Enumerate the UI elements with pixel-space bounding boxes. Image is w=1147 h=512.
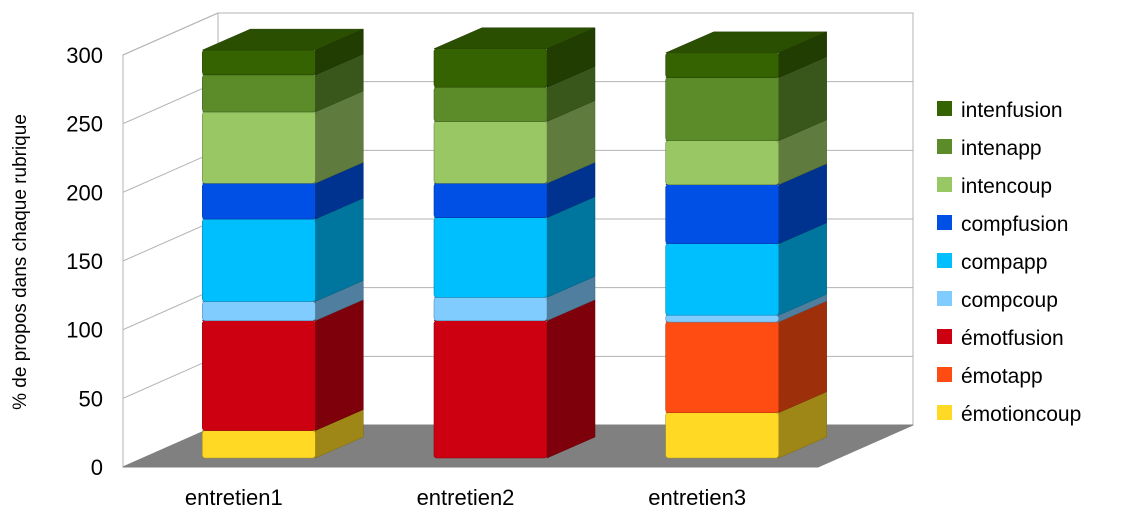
bar-segment xyxy=(433,27,596,88)
legend-swatch-intencoup xyxy=(937,177,952,192)
legend-swatch-émotapp xyxy=(937,367,952,382)
y-tick-label: 150 xyxy=(66,249,103,274)
legend-label-intencoup: intencoup xyxy=(961,175,1052,198)
y-axis-ticks: 0 50 100 150 200 250 300 xyxy=(66,43,103,480)
y-tick-label: 250 xyxy=(66,112,103,137)
bar-émotioncoup-entretien1 xyxy=(202,430,316,459)
legend-label-émotapp: émotapp xyxy=(961,365,1043,388)
bar-compcoup-entretien1 xyxy=(202,301,316,321)
legend-swatch-compfusion xyxy=(937,215,952,230)
bar-intenapp-entretien3 xyxy=(665,77,779,142)
bar-stack-entretien1 xyxy=(202,28,364,459)
legend-label-émotfusion: émotfusion xyxy=(961,327,1064,350)
legend-swatch-compcoup xyxy=(937,291,952,306)
bar-intenapp-entretien1 xyxy=(202,74,316,113)
bar-intenapp-entretien2 xyxy=(433,86,548,122)
bars xyxy=(202,27,827,459)
bar-compfusion-entretien2 xyxy=(433,183,548,218)
bar-compfusion-entretien3 xyxy=(665,184,779,245)
legend-swatch-émotioncoup xyxy=(937,405,952,420)
legend-label-intenfusion: intenfusion xyxy=(961,99,1063,122)
x-tick-label: entretien1 xyxy=(185,485,283,510)
bar-side xyxy=(315,299,364,431)
bar-segment xyxy=(665,31,827,78)
y-tick-label: 0 xyxy=(91,455,103,480)
x-tick-label: entretien3 xyxy=(648,485,746,510)
legend-swatch-intenapp xyxy=(937,139,952,154)
bar-émotapp-entretien3 xyxy=(665,321,779,413)
legend: intenfusion intenapp intencoup compfusion co… xyxy=(937,99,1081,426)
y-tick-label: 200 xyxy=(66,180,103,205)
legend-swatch-émotfusion xyxy=(937,329,952,344)
gridline xyxy=(122,12,913,56)
x-axis-ticks: entretien1 entretien2 entretien3 xyxy=(185,485,746,510)
bar-side xyxy=(546,299,596,459)
bar-compfusion-entretien1 xyxy=(202,183,316,220)
bar-intenfusion-entretien2 xyxy=(433,48,548,88)
legend-label-compapp: compapp xyxy=(961,251,1047,274)
legend-swatch-compapp xyxy=(937,253,952,268)
bar-émotfusion-entretien1 xyxy=(202,320,316,431)
bar-intenfusion-entretien3 xyxy=(665,52,779,78)
y-axis-label: % de propos dans chaque rubrique xyxy=(10,114,31,410)
y-tick-label: 300 xyxy=(66,43,103,68)
bar-intencoup-entretien2 xyxy=(433,121,548,184)
legend-swatch-intenfusion xyxy=(937,101,952,116)
bar-émotioncoup-entretien3 xyxy=(665,412,779,459)
bar-intencoup-entretien3 xyxy=(665,140,779,186)
bar-compapp-entretien2 xyxy=(433,217,548,298)
bar-segment xyxy=(433,299,596,459)
bar-intenfusion-entretien1 xyxy=(202,49,316,76)
legend-label-émotioncoup: émotioncoup xyxy=(961,403,1081,426)
bar-intencoup-entretien1 xyxy=(202,111,316,184)
bar-émotfusion-entretien2 xyxy=(433,320,548,459)
bar-compcoup-entretien2 xyxy=(433,297,548,321)
y-tick-label: 100 xyxy=(66,318,103,343)
x-tick-label: entretien2 xyxy=(417,485,515,510)
bar-compapp-entretien3 xyxy=(665,243,779,316)
legend-label-compcoup: compcoup xyxy=(961,289,1058,312)
bar-stack-entretien2 xyxy=(433,27,596,459)
bar-compcoup-entretien3 xyxy=(665,314,779,323)
bar-segment xyxy=(202,28,364,76)
legend-label-compfusion: compfusion xyxy=(961,213,1068,236)
legend-label-intenapp: intenapp xyxy=(961,137,1042,160)
y-tick-label: 50 xyxy=(79,386,103,411)
bar-stack-entretien3 xyxy=(665,31,827,459)
bar-compapp-entretien1 xyxy=(202,218,316,302)
